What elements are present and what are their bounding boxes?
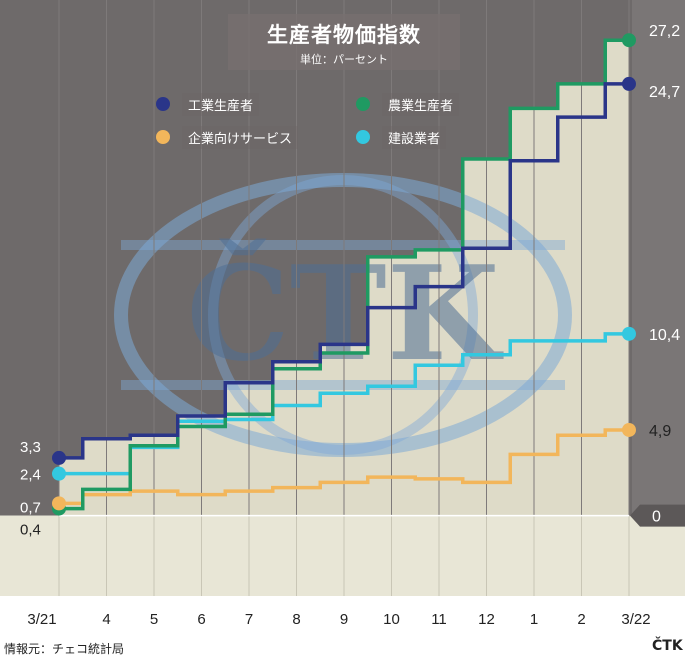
zero-label: 0 (652, 509, 661, 526)
watermark-text: ČTK (186, 237, 503, 390)
x-axis: 3/21 4 5 6 7 8 9 10 11 12 1 2 3/22 (27, 611, 650, 628)
end-point-0 (622, 76, 636, 91)
legend-dot-icon (156, 97, 170, 111)
series-lines (59, 38, 629, 511)
legend-dot-icon (356, 130, 370, 144)
legend-item-industrial: 工業生産者 (156, 92, 260, 116)
x-tick-label: 7 (245, 611, 253, 628)
end-point-2 (622, 422, 636, 437)
zero-tag (630, 504, 685, 527)
legend-label: 農業生産者 (382, 92, 460, 116)
start-value-label: 2,4 (20, 467, 41, 484)
series-markers (52, 33, 636, 516)
end-value-label: 10,4 (649, 327, 680, 344)
x-tick-label: 5 (150, 611, 158, 628)
series-line-1 (59, 38, 629, 511)
x-tick-label: 10 (383, 611, 400, 628)
globe-meridian (208, 175, 478, 455)
start-point-0 (52, 450, 66, 465)
value-labels: 24,7 27,2 4,9 10,4 3,3 2,4 0,7 0,4 0 (20, 23, 685, 539)
legend-dot-icon (156, 130, 170, 144)
ctk-logo: ČTK (652, 638, 683, 654)
lower-background (0, 515, 685, 604)
x-tick-label: 6 (197, 611, 205, 628)
end-point-3 (622, 326, 636, 341)
x-tick-label: 1 (530, 611, 538, 628)
start-value-label: 0,4 (20, 522, 41, 539)
end-value-label: 4,9 (649, 423, 671, 440)
right-panel (632, 0, 685, 516)
x-tick-label: 3/21 (27, 611, 56, 628)
chart-title: 生産者物価指数 (267, 23, 421, 47)
start-value-label: 3,3 (20, 439, 41, 456)
globe-outline (114, 173, 572, 457)
x-tick-label: 11 (431, 611, 447, 628)
chart-title-box: 生産者物価指数 単位：パーセント (228, 14, 460, 70)
x-tick-label: 8 (292, 611, 300, 628)
legend-item-agricultural: 農業生産者 (356, 92, 460, 116)
end-point-1 (622, 33, 636, 48)
source-note: 情報元：チェコ統計局 (4, 642, 125, 656)
chart-grid (58, 0, 630, 596)
start-value-label: 0,7 (20, 499, 41, 516)
x-tick-label: 2 (577, 611, 585, 628)
series-line-2 (59, 428, 629, 506)
series-line-0 (59, 82, 629, 460)
start-point-3 (52, 466, 66, 481)
chart-subtitle: 単位：パーセント (300, 53, 388, 66)
start-point-2 (52, 496, 66, 511)
x-tick-label: 3/22 (621, 611, 650, 628)
legend-item-construction: 建設業者 (356, 125, 447, 149)
legend-label: 企業向けサービス (182, 125, 299, 149)
end-value-label: 24,7 (649, 84, 680, 101)
legend-dot-icon (356, 97, 370, 111)
x-tick-label: 4 (102, 611, 110, 628)
legend-label: 建設業者 (382, 125, 447, 149)
legend-item-business-services: 企業向けサービス (156, 125, 299, 149)
legend-label: 工業生産者 (182, 92, 260, 116)
axis-strip (0, 596, 685, 634)
end-value-label: 27,2 (649, 23, 680, 40)
x-tick-label: 12 (478, 611, 495, 628)
x-tick-label: 9 (340, 611, 348, 628)
